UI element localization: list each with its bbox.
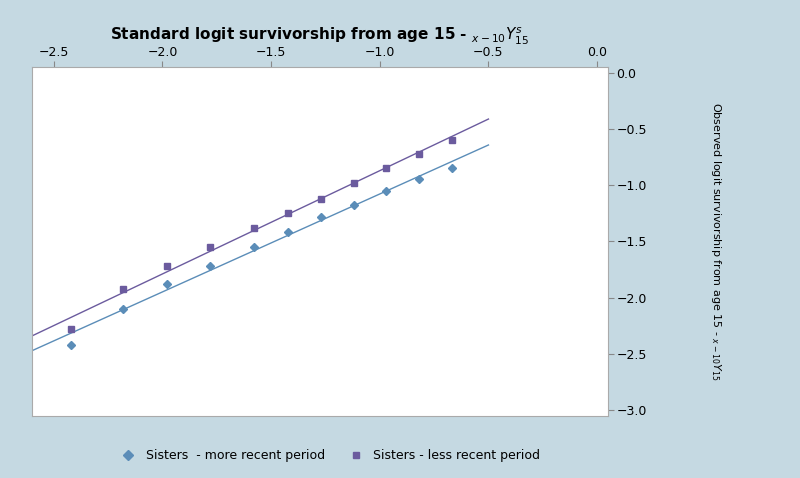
X-axis label: Standard logit survivorship from age 15 - $_{x-10}Y^s_{15}$: Standard logit survivorship from age 15 … [110,25,530,46]
Y-axis label: Observed logit survivorship from age 15 - $_{x-10}Y_{15}$: Observed logit survivorship from age 15 … [710,102,723,380]
Legend: Sisters  - more recent period, Sisters - less recent period: Sisters - more recent period, Sisters - … [110,444,546,467]
